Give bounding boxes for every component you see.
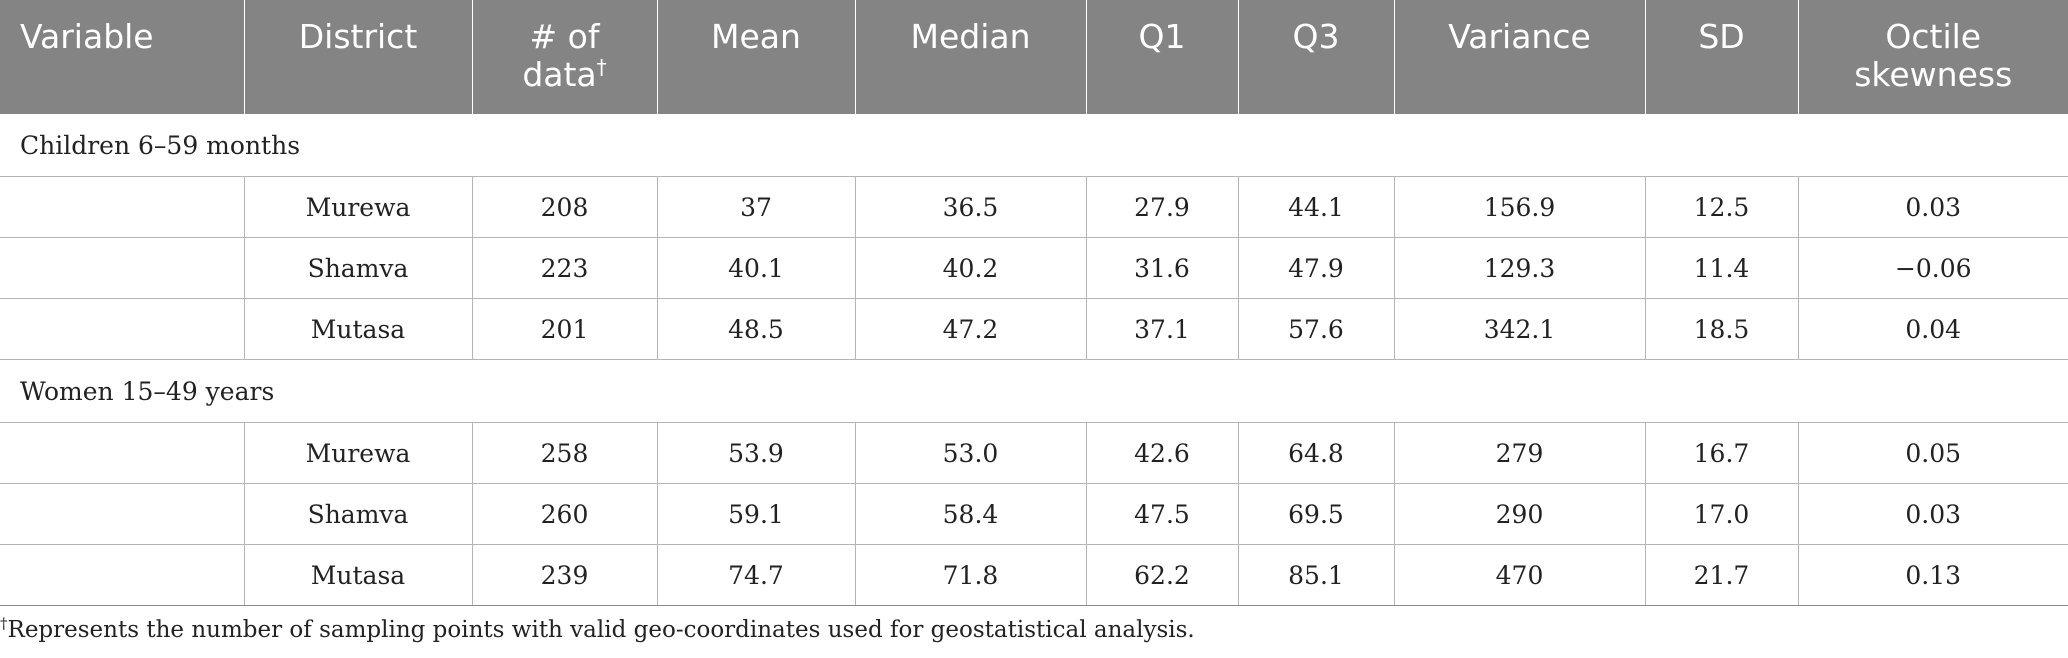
- district-cell: Mutasa: [244, 544, 473, 606]
- header-variance: Variance: [1394, 0, 1646, 114]
- q1-cell: 27.9: [1086, 176, 1239, 238]
- skewness-cell: 0.05: [1798, 422, 2068, 484]
- mean-cell: 59.1: [657, 483, 856, 545]
- header-sd: SD: [1645, 0, 1799, 114]
- header-num-data-line1: # of: [529, 17, 600, 56]
- mean-cell: 53.9: [657, 422, 856, 484]
- q1-cell: 42.6: [1086, 422, 1239, 484]
- variable-cell: [0, 422, 245, 484]
- median-cell: 36.5: [855, 176, 1087, 238]
- variable-cell: [0, 544, 245, 606]
- table-row: Murewa 208 37 36.5 27.9 44.1 156.9 12.5 …: [0, 176, 2068, 238]
- footnote-text: Represents the number of sampling points…: [7, 617, 1195, 643]
- header-octile-line1: Octile: [1885, 17, 1982, 56]
- variance-cell: 279: [1394, 422, 1646, 484]
- num-data-cell: 208: [472, 176, 658, 238]
- mean-cell: 40.1: [657, 237, 856, 299]
- skewness-cell: 0.03: [1798, 176, 2068, 238]
- variable-cell: [0, 298, 245, 360]
- table-row: Shamva 260 59.1 58.4 47.5 69.5 290 17.0 …: [0, 483, 2068, 545]
- q1-cell: 62.2: [1086, 544, 1239, 606]
- header-q3: Q3: [1238, 0, 1395, 114]
- q1-cell: 47.5: [1086, 483, 1239, 545]
- sd-cell: 21.7: [1645, 544, 1799, 606]
- group-label: Women 15–49 years: [0, 359, 2068, 423]
- median-cell: 40.2: [855, 237, 1087, 299]
- mean-cell: 48.5: [657, 298, 856, 360]
- header-district: District: [244, 0, 473, 114]
- median-cell: 47.2: [855, 298, 1087, 360]
- skewness-cell: 0.03: [1798, 483, 2068, 545]
- q3-cell: 85.1: [1238, 544, 1395, 606]
- sd-cell: 16.7: [1645, 422, 1799, 484]
- variance-cell: 290: [1394, 483, 1646, 545]
- num-data-cell: 258: [472, 422, 658, 484]
- mean-cell: 37: [657, 176, 856, 238]
- q3-cell: 47.9: [1238, 237, 1395, 299]
- median-cell: 53.0: [855, 422, 1087, 484]
- q3-cell: 57.6: [1238, 298, 1395, 360]
- q1-cell: 31.6: [1086, 237, 1239, 299]
- footnote-dagger: †: [0, 614, 8, 633]
- variable-cell: [0, 483, 245, 545]
- q3-cell: 69.5: [1238, 483, 1395, 545]
- median-cell: 58.4: [855, 483, 1087, 545]
- header-median: Median: [855, 0, 1087, 114]
- variance-cell: 470: [1394, 544, 1646, 606]
- statistics-table: Variable District # of data† Mean Median…: [0, 0, 2068, 606]
- header-octile-skewness: Octile skewness: [1798, 0, 2068, 114]
- district-cell: Murewa: [244, 422, 473, 484]
- sd-cell: 11.4: [1645, 237, 1799, 299]
- variance-cell: 129.3: [1394, 237, 1646, 299]
- num-data-cell: 201: [472, 298, 658, 360]
- q1-cell: 37.1: [1086, 298, 1239, 360]
- header-num-data: # of data†: [472, 0, 658, 114]
- header-q1: Q1: [1086, 0, 1239, 114]
- median-cell: 71.8: [855, 544, 1087, 606]
- district-cell: Murewa: [244, 176, 473, 238]
- q3-cell: 44.1: [1238, 176, 1395, 238]
- table-row: Murewa 258 53.9 53.0 42.6 64.8 279 16.7 …: [0, 422, 2068, 484]
- header-variable: Variable: [0, 0, 245, 114]
- variable-cell: [0, 237, 245, 299]
- district-cell: Mutasa: [244, 298, 473, 360]
- q3-cell: 64.8: [1238, 422, 1395, 484]
- mean-cell: 74.7: [657, 544, 856, 606]
- variance-cell: 156.9: [1394, 176, 1646, 238]
- header-mean: Mean: [657, 0, 856, 114]
- sd-cell: 18.5: [1645, 298, 1799, 360]
- group-row-children: Children 6–59 months: [0, 114, 2068, 177]
- district-cell: Shamva: [244, 237, 473, 299]
- variable-cell: [0, 176, 245, 238]
- skewness-cell: −0.06: [1798, 237, 2068, 299]
- skewness-cell: 0.13: [1798, 544, 2068, 606]
- num-data-cell: 260: [472, 483, 658, 545]
- table-row: Mutasa 201 48.5 47.2 37.1 57.6 342.1 18.…: [0, 298, 2068, 360]
- sd-cell: 12.5: [1645, 176, 1799, 238]
- variance-cell: 342.1: [1394, 298, 1646, 360]
- num-data-cell: 239: [472, 544, 658, 606]
- district-cell: Shamva: [244, 483, 473, 545]
- group-label: Children 6–59 months: [0, 114, 2068, 177]
- group-row-women: Women 15–49 years: [0, 359, 2068, 423]
- skewness-cell: 0.04: [1798, 298, 2068, 360]
- sd-cell: 17.0: [1645, 483, 1799, 545]
- dagger-mark: †: [596, 55, 607, 79]
- header-row: Variable District # of data† Mean Median…: [0, 0, 2068, 114]
- table-row: Mutasa 239 74.7 71.8 62.2 85.1 470 21.7 …: [0, 544, 2068, 606]
- table-row: Shamva 223 40.1 40.2 31.6 47.9 129.3 11.…: [0, 237, 2068, 299]
- header-octile-line2: skewness: [1854, 55, 2013, 94]
- num-data-cell: 223: [472, 237, 658, 299]
- header-num-data-line2: data: [522, 55, 597, 94]
- table-footnote: †Represents the number of sampling point…: [0, 614, 1195, 643]
